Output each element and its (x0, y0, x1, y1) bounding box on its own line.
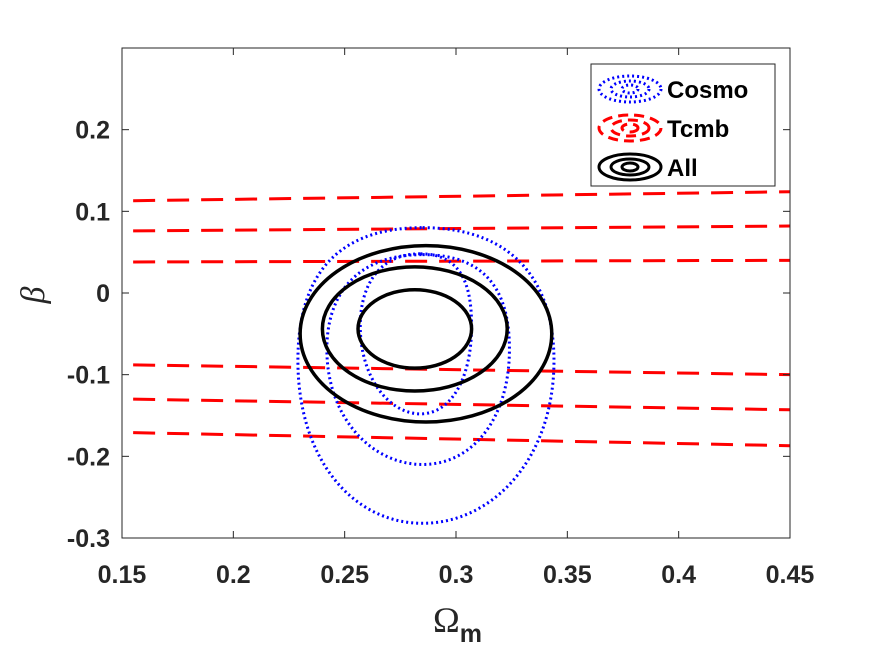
tcmb-line (133, 258, 791, 264)
y-tick-label: 0.2 (75, 117, 110, 145)
tcmb-line (133, 190, 791, 203)
cosmo-contour (358, 252, 474, 416)
tcmb-line (133, 363, 791, 377)
legend: Cosmo Tcmb All (590, 63, 776, 187)
x-tick-label: 0.35 (543, 561, 592, 589)
x-tick-label: 0.3 (439, 561, 474, 589)
x-axis-label: Ωm (433, 600, 482, 648)
y-tick-label: -0.2 (67, 443, 110, 471)
y-tick-label: 0.1 (75, 198, 110, 226)
legend-swatch-tcmb (597, 113, 663, 143)
legend-swatch-all (597, 152, 663, 182)
tick-labels: 0.15 0.2 0.25 0.3 0.35 0.4 0.45 -0.3 -0.2 -0.1 0 0.… (67, 117, 815, 589)
legend-label-tcmb: Tcmb (667, 116, 729, 143)
ticks-layer (121, 48, 791, 539)
y-axis-label: β (15, 286, 52, 304)
tcmb-line (133, 224, 791, 233)
x-tick-label: 0.4 (661, 561, 696, 589)
x-tick-label: 0.15 (98, 561, 147, 589)
x-tick-label: 0.25 (320, 561, 369, 589)
curves-layer (133, 190, 791, 525)
x-tick-label: 0.2 (216, 561, 251, 589)
y-tick-label: 0 (96, 280, 110, 308)
y-tick-label: -0.3 (67, 525, 110, 553)
x-tick-label: 0.45 (766, 561, 815, 589)
legend-label-all: All (667, 155, 698, 182)
legend-label-cosmo: Cosmo (667, 77, 748, 104)
y-tick-label: -0.1 (67, 362, 110, 390)
all-contour (298, 243, 554, 424)
tcmb-line (133, 397, 791, 412)
legend-swatch-cosmo (597, 74, 663, 104)
all-contour (320, 265, 509, 393)
tcmb-line (133, 431, 791, 448)
all-contour (356, 287, 474, 370)
